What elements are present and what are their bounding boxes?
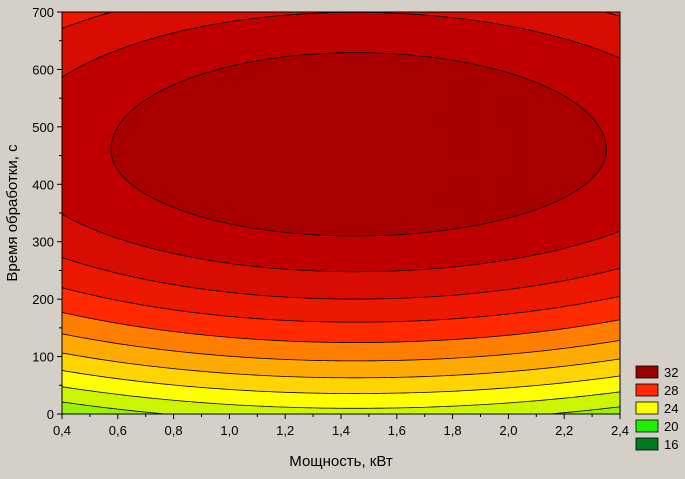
x-tick-label: 1,6 <box>388 423 406 438</box>
x-tick-label: 1,4 <box>332 423 350 438</box>
legend-label: 24 <box>664 401 678 416</box>
legend-label: 16 <box>664 437 678 452</box>
x-tick-label: 1,8 <box>444 423 462 438</box>
legend: 32 28 24 20 16 <box>636 365 678 452</box>
y-tick-label: 400 <box>32 177 54 192</box>
plot-area <box>62 12 620 414</box>
y-tick-label: 200 <box>32 292 54 307</box>
x-tick-label: 2,0 <box>499 423 517 438</box>
y-tick-label: 700 <box>32 5 54 20</box>
x-tick-label: 0,8 <box>165 423 183 438</box>
legend-swatch <box>636 366 658 378</box>
legend-label: 32 <box>664 365 678 380</box>
y-tick-label: 0 <box>47 407 54 422</box>
legend-label: 20 <box>664 419 678 434</box>
x-axis-label: Мощность, кВт <box>289 453 393 470</box>
x-tick-label: 2,2 <box>555 423 573 438</box>
legend-swatch <box>636 402 658 414</box>
legend-label: 28 <box>664 383 678 398</box>
legend-swatch <box>636 384 658 396</box>
x-tick-label: 1,0 <box>220 423 238 438</box>
legend-swatch <box>636 420 658 432</box>
x-tick-label: 0,4 <box>53 423 71 438</box>
x-tick-label: 0,6 <box>109 423 127 438</box>
x-tick-label: 2,4 <box>611 423 629 438</box>
y-axis: 0 100 200 300 400 500 600 700 <box>32 5 62 422</box>
y-tick-label: 600 <box>32 62 54 77</box>
legend-swatch <box>636 438 658 450</box>
y-tick-label: 300 <box>32 235 54 250</box>
y-axis-label: Время обработки, с <box>4 144 21 282</box>
x-axis: 0,4 0,6 0,8 1,0 1,2 1,4 1,6 1,8 2,0 2,2 2,4 <box>53 414 629 438</box>
y-tick-label: 500 <box>32 120 54 135</box>
x-tick-label: 1,2 <box>276 423 294 438</box>
y-tick-label: 100 <box>32 350 54 365</box>
